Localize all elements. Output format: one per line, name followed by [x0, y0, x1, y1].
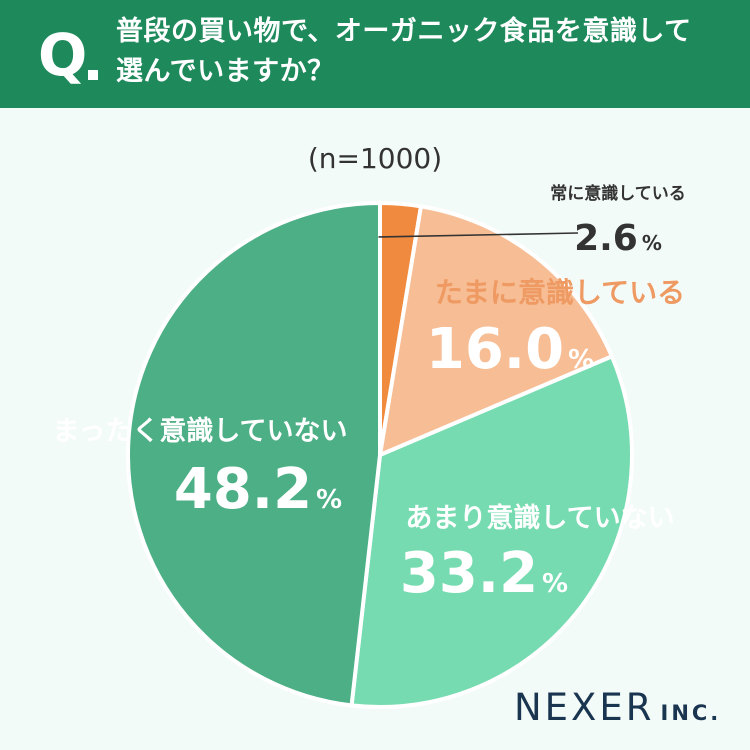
slice-value-1: 2.6% [574, 218, 662, 259]
brand-suffix: INC. [660, 701, 722, 725]
slice-label-3: あまり意識していない [405, 502, 674, 534]
pie-slice-2 [378, 204, 614, 457]
brand-logo: NEXER INC. [514, 686, 721, 729]
question-mark-dot [88, 70, 98, 80]
slice-value-unit-1: % [642, 231, 662, 255]
slice-value-unit-2: % [568, 345, 594, 375]
slice-value-number-3: 33.2 [400, 541, 538, 606]
slice-value-number-2: 16.0 [426, 317, 564, 382]
slice-value-number-4: 48.2 [174, 457, 312, 522]
pie-slice-3 [349, 354, 634, 709]
slice-value-number-1: 2.6 [574, 218, 638, 259]
brand-name: NEXER [514, 686, 655, 729]
question-mark-q: Q [38, 21, 88, 89]
slice-label-1: 常に意識している [550, 183, 686, 204]
slice-label-2: たまに意識している [435, 276, 685, 309]
slice-value-2: 16.0% [426, 317, 594, 382]
question-title: 普段の買い物で、オーガニック食品を意識して 選んでいますか？ [116, 12, 736, 92]
slice-value-4: 48.2% [174, 457, 342, 522]
slice-value-unit-4: % [316, 485, 342, 515]
header-banner: Q 普段の買い物で、オーガニック食品を意識して 選んでいますか？ [0, 0, 750, 108]
question-title-line-2: 選んでいますか？ [116, 56, 335, 87]
slice-label-4: まったく意識していない [52, 415, 347, 447]
slice-value-3: 33.2% [400, 541, 568, 606]
slice-value-unit-3: % [542, 569, 568, 599]
question-title-line-1: 普段の買い物で、オーガニック食品を意識して [116, 16, 692, 47]
leader-line-1 [378, 232, 579, 238]
pie-slice-4 [126, 201, 382, 708]
sample-size-label: (n=1000) [307, 142, 443, 175]
